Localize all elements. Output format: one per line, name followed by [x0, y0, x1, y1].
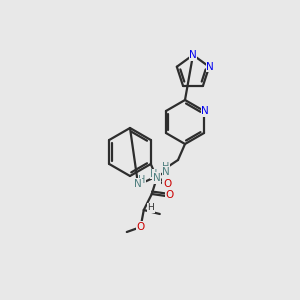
Text: N: N [206, 62, 214, 72]
Text: H: H [147, 203, 154, 212]
Text: N: N [134, 179, 142, 189]
Text: N: N [162, 167, 170, 177]
Text: N: N [201, 106, 209, 116]
Text: O: O [137, 222, 145, 232]
Text: H: H [138, 175, 146, 185]
Text: N: N [153, 173, 161, 183]
Text: H: H [162, 162, 170, 172]
Text: O: O [166, 190, 174, 200]
Text: N: N [189, 50, 197, 60]
Text: O: O [163, 179, 171, 189]
Text: H: H [150, 169, 158, 179]
